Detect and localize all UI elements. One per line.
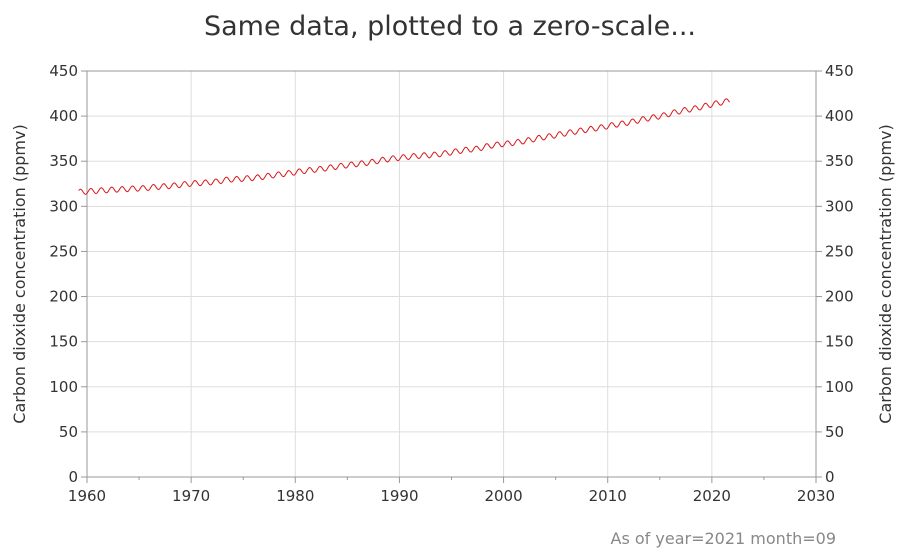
gridlines	[87, 71, 816, 477]
y-axis-label-left: Carbon dioxide concentration (ppmv)	[10, 124, 29, 423]
x-tick-label: 1990	[380, 487, 418, 505]
x-tick-label: 2030	[797, 487, 835, 505]
y-tick-label-left: 50	[59, 423, 78, 441]
y-tick-label-right: 200	[825, 288, 854, 306]
y-tick-label-left: 100	[49, 378, 78, 396]
x-tick-label: 1970	[172, 487, 210, 505]
x-tick-label: 1960	[68, 487, 106, 505]
y-tick-label-right: 400	[825, 107, 854, 125]
y-tick-label-left: 300	[49, 197, 78, 215]
axis-ticks	[81, 70, 822, 483]
x-tick-label: 2020	[693, 487, 731, 505]
y-tick-label-right: 450	[825, 62, 854, 80]
series-layer	[78, 98, 730, 195]
y-tick-label-left: 250	[49, 242, 78, 260]
y-tick-label-left: 350	[49, 152, 78, 170]
co2-series-line	[78, 98, 730, 195]
y-tick-label-left: 400	[49, 107, 78, 125]
y-tick-label-right: 100	[825, 378, 854, 396]
y-tick-label-right: 150	[825, 333, 854, 351]
x-tick-label: 2010	[589, 487, 627, 505]
plot-frame	[86, 70, 817, 478]
y-tick-label-right: 0	[825, 468, 835, 486]
y-tick-label-right: 250	[825, 242, 854, 260]
y-tick-label-left: 150	[49, 333, 78, 351]
y-tick-label-left: 450	[49, 62, 78, 80]
x-tick-label: 1980	[276, 487, 314, 505]
as-of-footnote: As of year=2021 month=09	[611, 529, 836, 548]
y-tick-label-right: 300	[825, 197, 854, 215]
y-tick-label-right: 350	[825, 152, 854, 170]
x-tick-label: 2000	[484, 487, 522, 505]
y-tick-label-right: 50	[825, 423, 844, 441]
y-tick-label-left: 200	[49, 288, 78, 306]
chart-title: Same data, plotted to a zero-scale...	[204, 11, 696, 42]
y-axis-label-right: Carbon dioxide concentration (ppmv)	[876, 124, 895, 423]
y-tick-label-left: 0	[68, 468, 78, 486]
